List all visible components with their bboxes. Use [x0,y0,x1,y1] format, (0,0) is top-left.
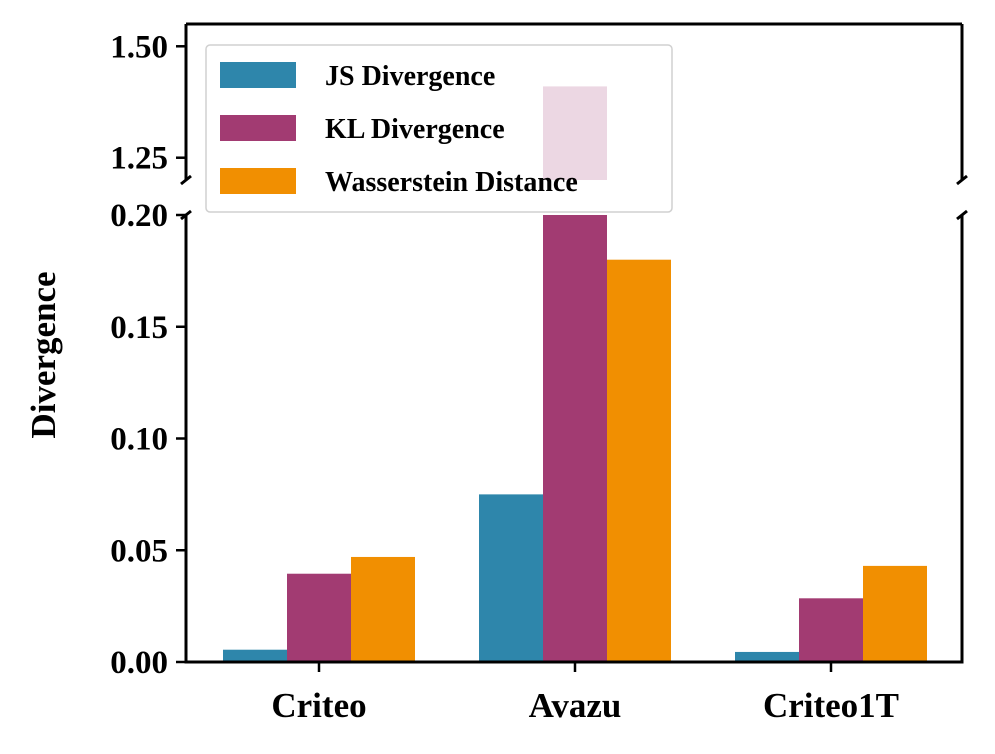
y-tick-label: 0.10 [110,422,168,458]
bar-kl-divergence-criteo [287,573,351,662]
x-tick-label-avazu: Avazu [529,686,622,725]
bar-js-divergence-criteo [223,649,287,662]
legend-frame [205,44,673,213]
legend-label-js-divergence: JS Divergence [325,61,495,92]
legend: JS Divergence KL Divergence Wasserstein Di… [205,44,673,213]
x-ticks: Criteo Avazu Criteo1T [271,662,899,725]
bar-wasserstein-distance-criteo [351,556,415,662]
break-mark-right-lower [956,209,968,221]
y-tick-label: 0.15 [110,310,168,346]
legend-swatch-wasserstein-distance [220,168,296,194]
legend-swatch-kl-divergence [220,115,296,141]
bar-kl-divergence-criteo1t [799,598,863,662]
y-tick-label: 0.00 [110,645,168,681]
y-tick-label: 0.05 [110,533,168,569]
legend-swatch-js-divergence [220,62,296,88]
bar-js-divergence-avazu [479,494,543,662]
break-mark-right-upper [956,174,968,186]
bar-wasserstein-distance-criteo1t [863,565,927,662]
legend-label-wasserstein-distance: Wasserstein Distance [325,167,578,198]
bar-kl-divergence-avazu [543,215,607,662]
break-mark-left-upper [180,174,192,186]
legend-label-kl-divergence: KL Divergence [325,114,505,145]
x-tick-label-criteo: Criteo [271,686,366,725]
y-axis-title: Divergence [24,271,63,438]
bar-js-divergence-criteo1t [735,651,799,662]
bar-wasserstein-distance-avazu [607,259,671,662]
y-tick-label: 1.25 [110,141,168,177]
y-tick-label: 1.50 [110,29,168,65]
y-ticks: 0.00 0.05 0.10 0.15 0.20 1.25 1.50 [110,29,186,681]
y-tick-label: 0.20 [110,198,168,234]
x-tick-label-criteo1t: Criteo1T [763,686,899,725]
